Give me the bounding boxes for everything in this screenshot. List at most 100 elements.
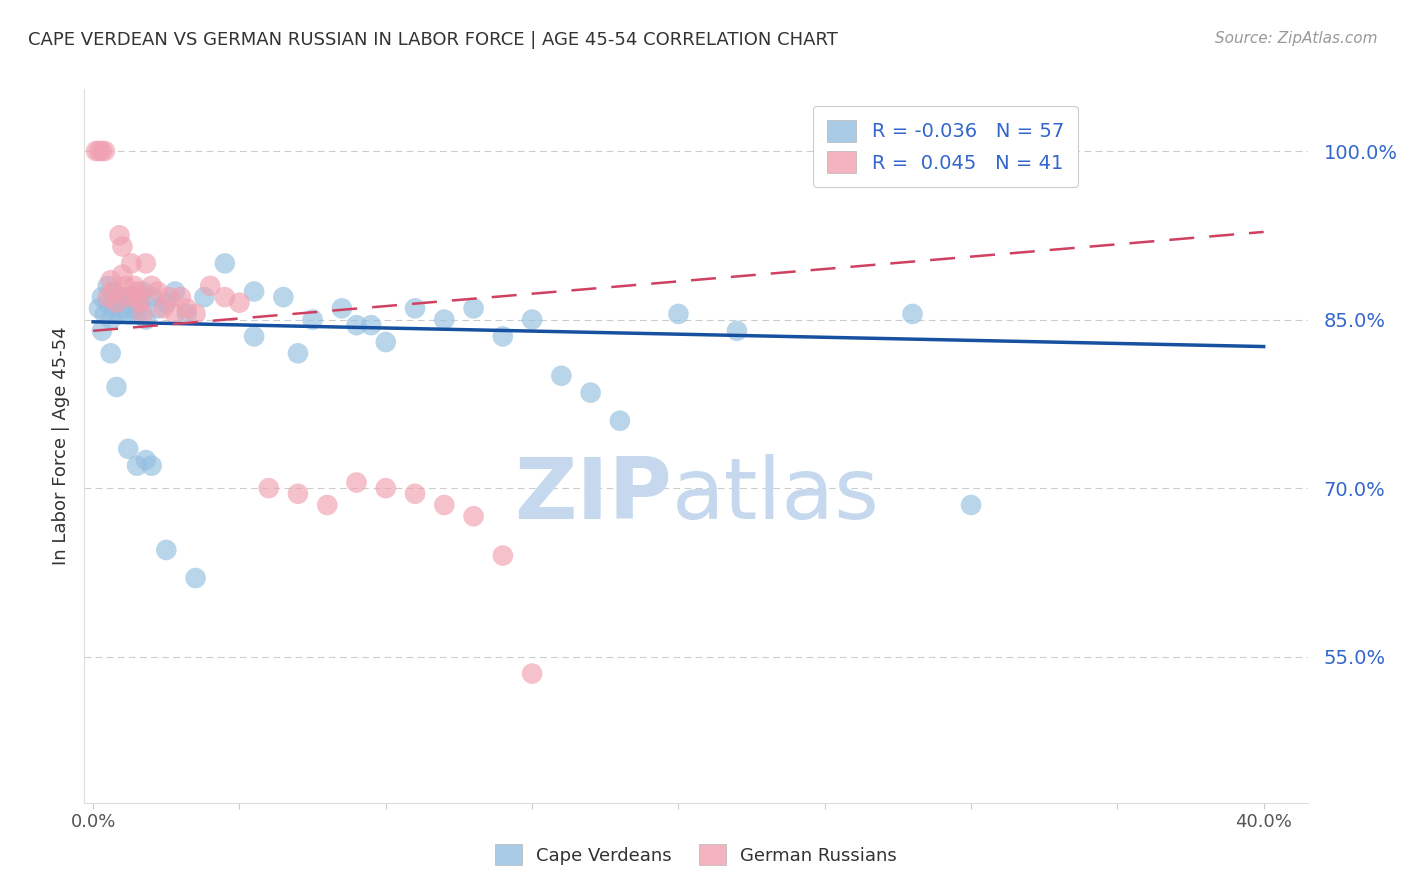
Y-axis label: In Labor Force | Age 45-54: In Labor Force | Age 45-54 (52, 326, 70, 566)
Point (87, 144, 110, 158)
Point (901, 307, 924, 321)
Point (152, 301, 174, 316)
Point (176, 301, 198, 316)
Text: CAPE VERDEAN VS GERMAN RUSSIAN IN LABOR FORCE | AGE 45-54 CORRELATION CHART: CAPE VERDEAN VS GERMAN RUSSIAN IN LABOR … (28, 31, 838, 49)
Point (579, 385, 602, 400)
Point (725, 324, 748, 338)
Point (114, 278, 136, 293)
Point (125, 285, 148, 299)
Point (287, 487, 309, 501)
Point (87, 301, 110, 316)
Point (228, 295, 250, 310)
Point (122, 278, 145, 293)
Point (90, 290, 112, 304)
Point (243, 329, 266, 343)
Point (117, 307, 139, 321)
Point (520, 312, 543, 326)
Point (463, 509, 485, 524)
Point (374, 481, 396, 495)
Point (97, 295, 120, 310)
Point (122, 301, 145, 316)
Point (193, 290, 215, 304)
Point (129, 295, 152, 310)
Point (346, 475, 368, 490)
Text: atlas: atlas (672, 454, 880, 538)
Point (433, 498, 456, 512)
Point (273, 290, 295, 304)
Point (316, 498, 339, 512)
Point (114, 295, 136, 310)
Point (374, 334, 396, 349)
Point (301, 312, 323, 326)
Point (125, 458, 148, 473)
Point (132, 285, 155, 299)
Point (141, 458, 163, 473)
Point (146, 285, 169, 299)
Point (360, 318, 382, 333)
Point (111, 268, 134, 282)
Point (243, 285, 266, 299)
Point (97, 290, 120, 304)
Point (214, 256, 236, 270)
Point (165, 307, 187, 321)
Point (108, 228, 131, 243)
Point (94, 307, 117, 321)
Point (105, 295, 128, 310)
Point (135, 453, 157, 467)
Point (94, 144, 117, 158)
Point (120, 256, 142, 270)
Point (433, 312, 456, 326)
Point (90, 144, 112, 158)
Point (176, 307, 198, 321)
Point (132, 307, 155, 321)
Point (135, 256, 157, 270)
Point (125, 307, 148, 321)
Point (184, 571, 207, 585)
Point (117, 290, 139, 304)
Point (117, 442, 139, 456)
Point (184, 307, 207, 321)
Point (103, 285, 125, 299)
Point (155, 295, 177, 310)
Point (97, 278, 120, 293)
Point (141, 290, 163, 304)
Point (100, 273, 122, 287)
Point (404, 301, 426, 316)
Point (214, 290, 236, 304)
Point (960, 498, 983, 512)
Point (129, 295, 152, 310)
Point (111, 239, 134, 253)
Point (330, 301, 353, 316)
Point (198, 278, 221, 293)
Point (346, 318, 368, 333)
Point (120, 290, 142, 304)
Point (520, 666, 543, 681)
Point (463, 301, 485, 316)
Point (105, 380, 128, 394)
Point (287, 346, 309, 360)
Text: ZIP: ZIP (513, 454, 672, 538)
Point (100, 312, 122, 326)
Point (492, 549, 515, 563)
Point (165, 285, 187, 299)
Point (90, 324, 112, 338)
Point (170, 290, 193, 304)
Point (125, 290, 148, 304)
Point (404, 487, 426, 501)
Text: Source: ZipAtlas.com: Source: ZipAtlas.com (1215, 31, 1378, 46)
Point (84, 144, 107, 158)
Point (108, 307, 131, 321)
Point (157, 290, 180, 304)
Legend: Cape Verdeans, German Russians: Cape Verdeans, German Russians (484, 833, 908, 876)
Point (111, 290, 134, 304)
Point (609, 414, 631, 428)
Point (105, 295, 128, 310)
Point (155, 543, 177, 558)
Point (135, 312, 157, 326)
Point (141, 278, 163, 293)
Point (146, 301, 169, 316)
Point (103, 285, 125, 299)
Point (111, 301, 134, 316)
Point (492, 329, 515, 343)
Point (103, 301, 125, 316)
